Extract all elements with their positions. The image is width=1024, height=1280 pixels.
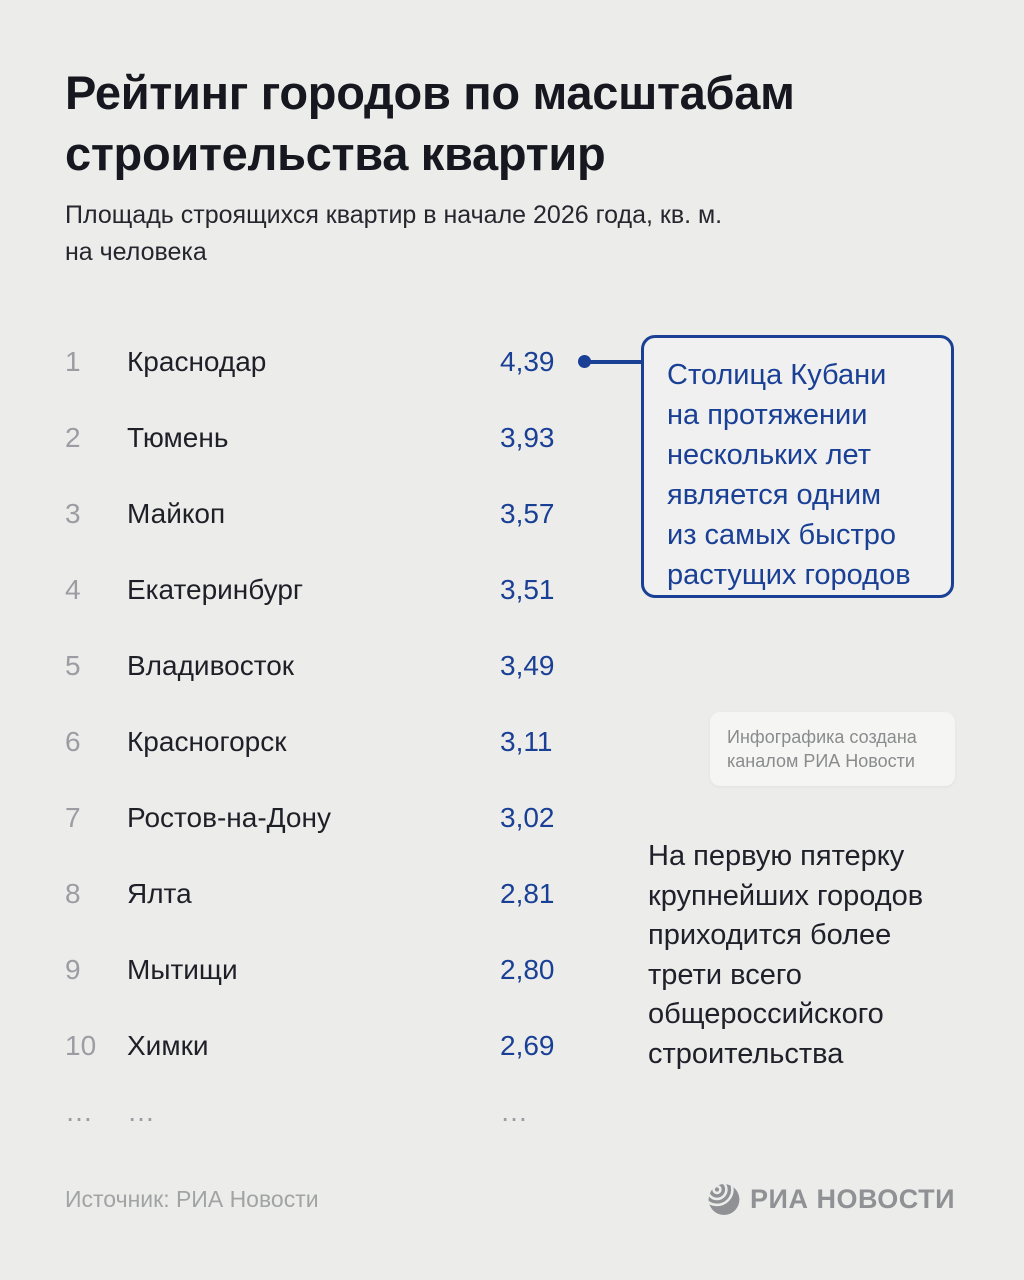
table-row: 5 Владивосток 3,49 bbox=[65, 628, 562, 704]
table-row: 10 Химки 2,69 bbox=[65, 1008, 562, 1084]
city-name: Мытищи bbox=[127, 954, 238, 985]
city-value: 3,49 bbox=[500, 650, 555, 681]
table-row: 9 Мытищи 2,80 bbox=[65, 932, 562, 1008]
city-value: 4,39 bbox=[500, 346, 555, 377]
city-value: 2,80 bbox=[500, 954, 555, 985]
city-value: 2,69 bbox=[500, 1030, 555, 1061]
table-row: 7 Ростов-на-Дону 3,02 bbox=[65, 780, 562, 856]
ria-globe-icon bbox=[707, 1182, 741, 1216]
table-row: 4 Екатеринбург 3,51 bbox=[65, 552, 562, 628]
rank-number: … bbox=[65, 1096, 93, 1127]
table-row: 1 Краснодар 4,39 bbox=[65, 324, 562, 400]
city-name: Краснодар bbox=[127, 346, 267, 377]
page-subtitle: Площадь строящихся квартир в начале 2026… bbox=[65, 201, 723, 266]
rank-number: 5 bbox=[65, 650, 81, 681]
city-value: … bbox=[500, 1096, 528, 1127]
rank-number: 9 bbox=[65, 954, 81, 985]
page-title: Рейтинг городов по масштабам строительст… bbox=[65, 66, 795, 180]
city-name: Ялта bbox=[127, 878, 192, 909]
city-value: 3,11 bbox=[500, 726, 553, 757]
city-name: Майкоп bbox=[127, 498, 226, 529]
city-value: 3,57 bbox=[500, 498, 555, 529]
note-text: На первую пятерку крупнейших городов при… bbox=[648, 840, 924, 1070]
table-row: 6 Красногорск 3,11 bbox=[65, 704, 562, 780]
city-name: Тюмень bbox=[127, 422, 229, 453]
table-row: 3 Майкоп 3,57 bbox=[65, 476, 562, 552]
callout-box: Столица Кубани на протяжении нескольких … bbox=[641, 335, 954, 598]
ranking-list: 1 Краснодар 4,39 2 Тюмень 3,93 3 Майкоп … bbox=[65, 324, 562, 1140]
city-name: Екатеринбург bbox=[127, 574, 304, 605]
logo-wordmark: РИА НОВОСТИ bbox=[750, 1183, 955, 1214]
rank-number: 1 bbox=[65, 346, 81, 377]
ria-novosti-logo: РИА НОВОСТИ bbox=[707, 1182, 955, 1216]
city-name: Химки bbox=[127, 1030, 209, 1061]
city-value: 3,51 bbox=[500, 574, 555, 605]
city-value: 3,02 bbox=[500, 802, 555, 833]
credit-badge: Инфографика создана каналом РИА Новости bbox=[710, 712, 955, 786]
rank-number: 8 bbox=[65, 878, 81, 909]
table-row: 8 Ялта 2,81 bbox=[65, 856, 562, 932]
callout-connector-dot bbox=[578, 355, 591, 368]
rank-number: 3 bbox=[65, 498, 81, 529]
callout-connector-line bbox=[585, 360, 644, 364]
city-name: Ростов-на-Дону bbox=[127, 802, 331, 833]
table-row-ellipsis: … … … bbox=[65, 1084, 562, 1140]
city-name: Владивосток bbox=[127, 650, 295, 681]
rank-number: 7 bbox=[65, 802, 81, 833]
city-value: 2,81 bbox=[500, 878, 555, 909]
source-label: Источник: РИА Новости bbox=[65, 1186, 319, 1212]
city-value: 3,93 bbox=[500, 422, 555, 453]
rank-number: 10 bbox=[65, 1030, 97, 1061]
rank-number: 2 bbox=[65, 422, 81, 453]
rank-number: 4 bbox=[65, 574, 81, 605]
rank-number: 6 bbox=[65, 726, 81, 757]
city-name: Красногорск bbox=[127, 726, 287, 757]
table-row: 2 Тюмень 3,93 bbox=[65, 400, 562, 476]
city-name: … bbox=[127, 1096, 155, 1127]
